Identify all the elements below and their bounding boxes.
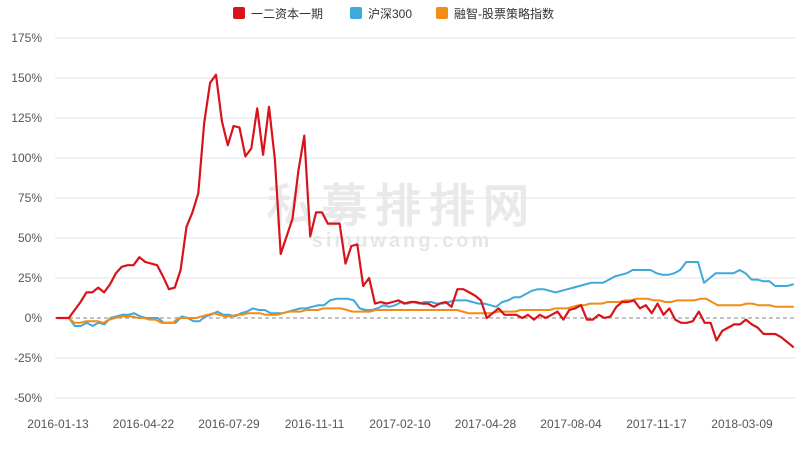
series-line-2 <box>56 261 794 327</box>
y-tick-label: -25% <box>14 351 42 365</box>
x-axis: 2016-01-13 2016-04-22 2016-07-29 2016-11-11… <box>27 417 773 431</box>
legend: 一二资本一期 沪深300 融智-股票策略指数 <box>233 6 554 21</box>
y-tick-label: 25% <box>18 271 42 285</box>
x-tick-label: 2016-07-29 <box>198 417 260 431</box>
legend-label[interactable]: 一二资本一期 <box>251 7 323 21</box>
y-tick-label: 150% <box>11 71 42 85</box>
watermark-url: simuwang.com <box>312 230 492 252</box>
series-line-3 <box>56 297 794 324</box>
x-tick-label: 2017-08-04 <box>540 417 602 431</box>
watermark: 私募排排网 simuwang.com <box>267 180 537 252</box>
x-tick-label: 2017-11-17 <box>626 417 687 431</box>
series-layer <box>55 73 795 348</box>
x-tick-label: 2016-11-11 <box>285 417 345 431</box>
legend-swatch <box>436 7 448 19</box>
x-tick-label: 2017-04-28 <box>455 417 517 431</box>
y-axis: 175% 150% 125% 100% 75% 50% 25% 0% -25% -50% <box>11 31 42 405</box>
y-tick-label: -50% <box>14 391 42 405</box>
x-tick-label: 2016-01-13 <box>27 417 89 431</box>
x-tick-label: 2016-04-22 <box>113 417 175 431</box>
x-tick-label: 2018-03-09 <box>711 417 773 431</box>
y-tick-label: 125% <box>11 111 42 125</box>
watermark-text: 私募排排网 <box>267 180 537 232</box>
x-tick-label: 2017-02-10 <box>369 417 431 431</box>
legend-label[interactable]: 沪深300 <box>368 7 412 21</box>
legend-swatch <box>233 7 245 19</box>
y-tick-label: 75% <box>18 191 42 205</box>
y-tick-label: 0% <box>25 311 43 325</box>
y-tick-label: 175% <box>11 31 42 45</box>
y-tick-label: 50% <box>18 231 42 245</box>
series-line-1 <box>55 73 795 348</box>
legend-label[interactable]: 融智-股票策略指数 <box>454 6 554 21</box>
legend-swatch <box>350 7 362 19</box>
y-tick-label: 100% <box>11 151 42 165</box>
